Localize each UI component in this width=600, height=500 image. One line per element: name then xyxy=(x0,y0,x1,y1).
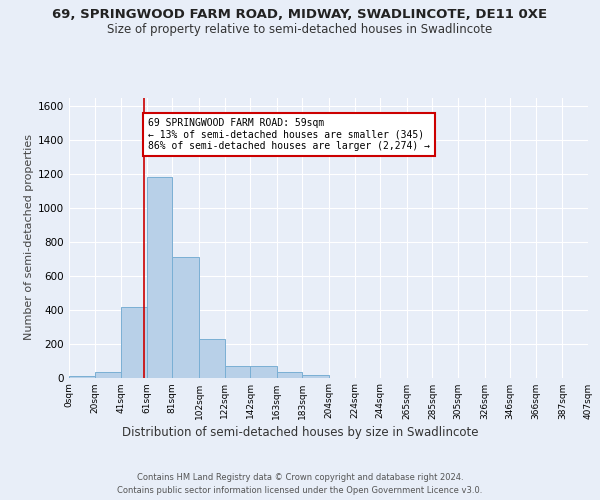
Bar xyxy=(172,257,199,378)
Text: Contains public sector information licensed under the Open Government Licence v3: Contains public sector information licen… xyxy=(118,486,482,495)
Bar xyxy=(302,375,329,378)
Bar xyxy=(250,366,277,378)
Text: Contains HM Land Registry data © Crown copyright and database right 2024.: Contains HM Land Registry data © Crown c… xyxy=(137,472,463,482)
Text: Distribution of semi-detached houses by size in Swadlincote: Distribution of semi-detached houses by … xyxy=(122,426,478,439)
Bar xyxy=(69,376,95,378)
Bar xyxy=(199,340,224,378)
Y-axis label: Number of semi-detached properties: Number of semi-detached properties xyxy=(24,134,34,340)
Bar xyxy=(95,372,121,378)
Bar xyxy=(121,307,147,378)
Text: 69, SPRINGWOOD FARM ROAD, MIDWAY, SWADLINCOTE, DE11 0XE: 69, SPRINGWOOD FARM ROAD, MIDWAY, SWADLI… xyxy=(52,8,548,20)
Bar xyxy=(224,366,250,378)
Text: Size of property relative to semi-detached houses in Swadlincote: Size of property relative to semi-detach… xyxy=(107,22,493,36)
Bar xyxy=(277,372,302,378)
Text: 69 SPRINGWOOD FARM ROAD: 59sqm
← 13% of semi-detached houses are smaller (345)
8: 69 SPRINGWOOD FARM ROAD: 59sqm ← 13% of … xyxy=(148,118,430,151)
Bar xyxy=(147,178,172,378)
